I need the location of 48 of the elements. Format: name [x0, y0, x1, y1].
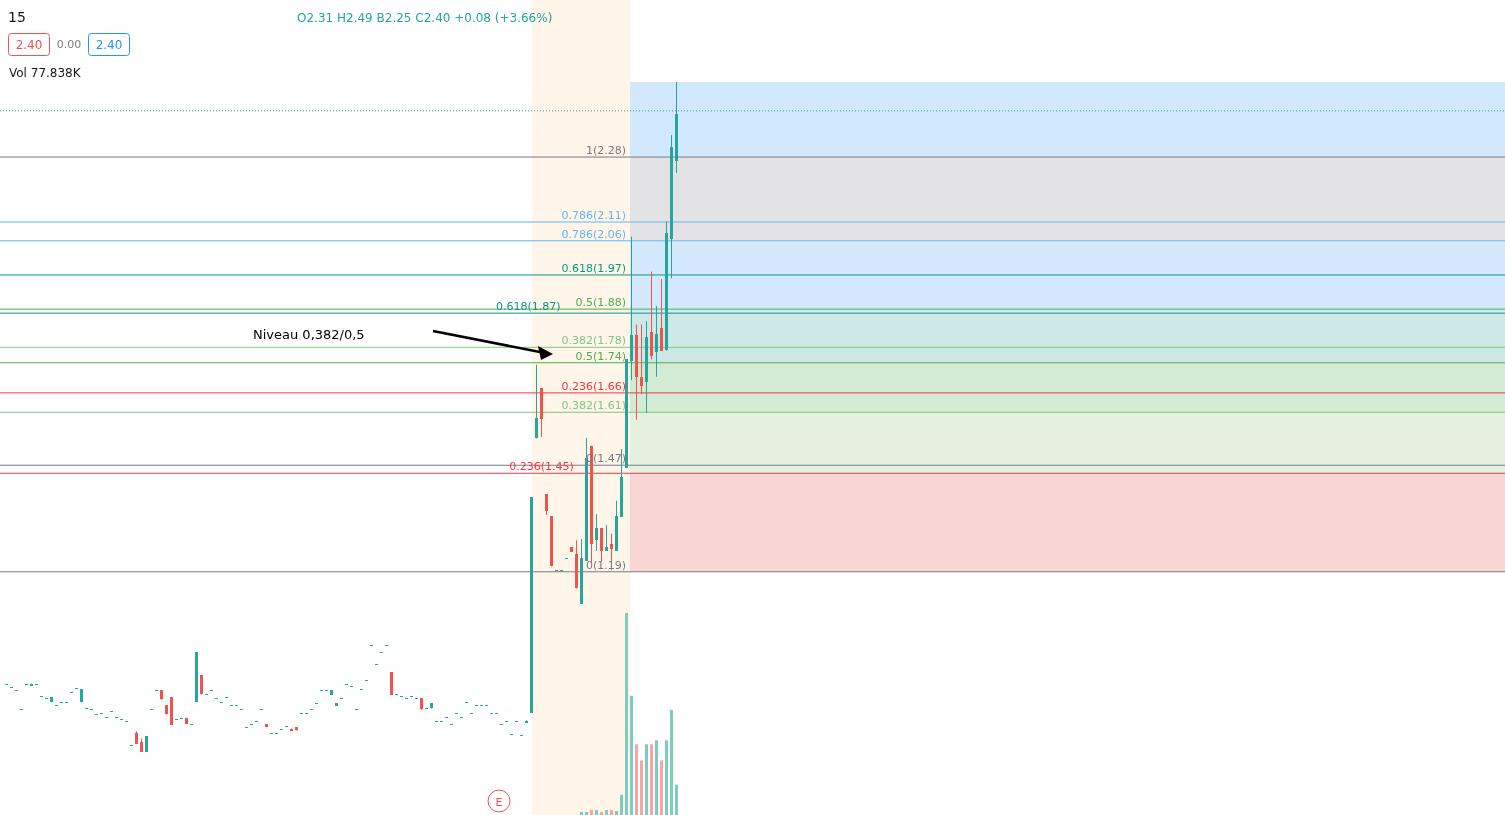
bar — [580, 811, 583, 815]
text: Vol 77.838K — [9, 66, 82, 80]
annotation: 0.382(1.78) — [561, 334, 626, 348]
bar — [630, 695, 633, 815]
text: O2.31 H2.49 B2.25 C2.40 +0.08 (+3.66%) — [297, 11, 553, 25]
bar — [670, 709, 673, 815]
annotation: 0.786(2.11) — [561, 209, 626, 223]
annotation: 0.618(1.87) — [496, 300, 561, 314]
candlestick — [650, 271, 653, 360]
annotation: 0.5(1.74) — [575, 349, 626, 363]
annotation: 0.236(1.66) — [561, 379, 626, 393]
bar — [620, 794, 623, 815]
candlestick — [655, 305, 658, 378]
annotation: 0.382(1.61) — [561, 399, 626, 413]
bar — [600, 811, 603, 815]
bar — [640, 760, 643, 815]
bar — [650, 744, 653, 815]
candlestick — [595, 513, 598, 552]
text: E — [495, 795, 503, 809]
bar — [585, 811, 588, 815]
text: 2.40 — [15, 38, 43, 52]
candlestick — [545, 493, 548, 516]
bar — [615, 810, 618, 815]
annotation: 0.236(1.45) — [509, 460, 574, 474]
annotation: 0.618(1.97) — [561, 261, 626, 275]
bar — [610, 809, 613, 815]
bar — [655, 740, 658, 815]
candlestick — [660, 278, 663, 352]
bar — [645, 744, 648, 815]
bar — [605, 809, 608, 815]
bar — [595, 809, 598, 815]
bar — [635, 744, 638, 815]
candlestick — [640, 324, 643, 395]
candlestick — [535, 364, 538, 439]
bar — [660, 760, 663, 815]
text: 2.40 — [95, 38, 123, 52]
text: 15 — [8, 9, 26, 25]
bar — [590, 809, 593, 815]
candlestick — [605, 524, 608, 552]
bar — [665, 740, 668, 815]
bar — [675, 784, 678, 815]
bar — [625, 613, 628, 815]
annotation: 1(2.28) — [585, 144, 626, 158]
candlestick — [600, 527, 603, 562]
annotation: 0.5(1.88) — [575, 296, 626, 310]
annotation: 0.786(2.06) — [561, 227, 626, 241]
text: 0.00 — [56, 38, 82, 51]
annotation: Niveau 0,382/0,5 — [253, 327, 365, 342]
